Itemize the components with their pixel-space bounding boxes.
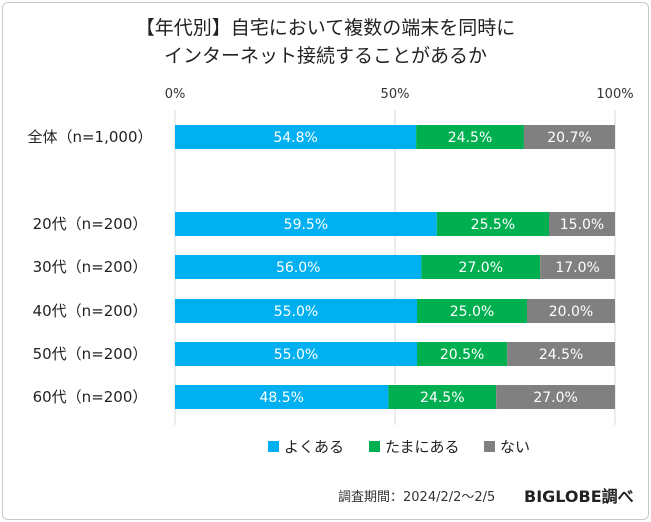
bar-segment	[417, 342, 508, 366]
bar-segment	[175, 255, 422, 279]
legend-swatch	[369, 441, 380, 452]
data-label: 20.5%	[440, 347, 484, 363]
legend-swatch	[484, 441, 495, 452]
category-label: 20代（n=200）	[33, 215, 148, 233]
data-label: 25.0%	[450, 304, 494, 320]
legend-label: よくある	[284, 438, 344, 456]
data-label: 54.8%	[273, 130, 317, 146]
data-label: 15.0%	[560, 217, 604, 233]
bar-segment	[496, 385, 615, 409]
category-label: 30代（n=200）	[33, 258, 148, 276]
bar-segment	[507, 342, 615, 366]
bar-segment	[175, 299, 417, 323]
legend-swatch	[268, 441, 279, 452]
data-label: 20.0%	[549, 304, 593, 320]
data-label: 24.5%	[539, 347, 583, 363]
bar-segment	[421, 255, 541, 279]
bar-segment	[527, 299, 615, 323]
data-label: 55.0%	[274, 347, 318, 363]
source-brand: BIGLOBE調べ	[524, 487, 634, 506]
bar-segment	[549, 212, 615, 236]
data-label: 27.0%	[533, 390, 577, 406]
bar-segment	[540, 255, 615, 279]
data-label: 59.5%	[284, 217, 328, 233]
data-label: 56.0%	[276, 260, 320, 276]
data-label: 55.0%	[274, 304, 318, 320]
category-label: 40代（n=200）	[33, 302, 148, 320]
bar-segment	[175, 385, 389, 409]
bar-segment	[175, 342, 417, 366]
bar-segment	[436, 212, 549, 236]
category-label: 50代（n=200）	[33, 345, 148, 363]
chart-title: 【年代別】自宅において複数の端末を同時に インターネット接続することがあるか	[0, 14, 651, 70]
bar-segment	[523, 125, 615, 149]
x-tick-label: 100%	[596, 87, 633, 102]
chart-title-line-1: 【年代別】自宅において複数の端末を同時に	[135, 17, 516, 39]
legend-label: たまにある	[385, 438, 460, 456]
bar-segment	[388, 385, 497, 409]
category-label: 60代（n=200）	[33, 388, 148, 406]
survey-period: 調査期間：2024/2/2～2/5	[338, 490, 496, 505]
data-label: 17.0%	[555, 260, 599, 276]
data-label: 48.5%	[259, 390, 303, 406]
category-label: 全体（n=1,000）	[27, 128, 152, 146]
legend-label: ない	[500, 438, 530, 456]
chart-title-line-2: インターネット接続することがあるか	[163, 45, 487, 67]
bar-segment	[175, 125, 417, 149]
data-label: 27.0%	[459, 260, 503, 276]
data-label: 24.5%	[420, 390, 464, 406]
bar-segment	[175, 212, 437, 236]
data-label: 25.5%	[471, 217, 515, 233]
data-label: 20.7%	[547, 130, 591, 146]
bar-segment	[417, 299, 527, 323]
x-tick-label: 0%	[165, 87, 186, 102]
data-label: 24.5%	[448, 130, 492, 146]
x-tick-label: 50%	[381, 87, 410, 102]
bar-segment	[416, 125, 524, 149]
